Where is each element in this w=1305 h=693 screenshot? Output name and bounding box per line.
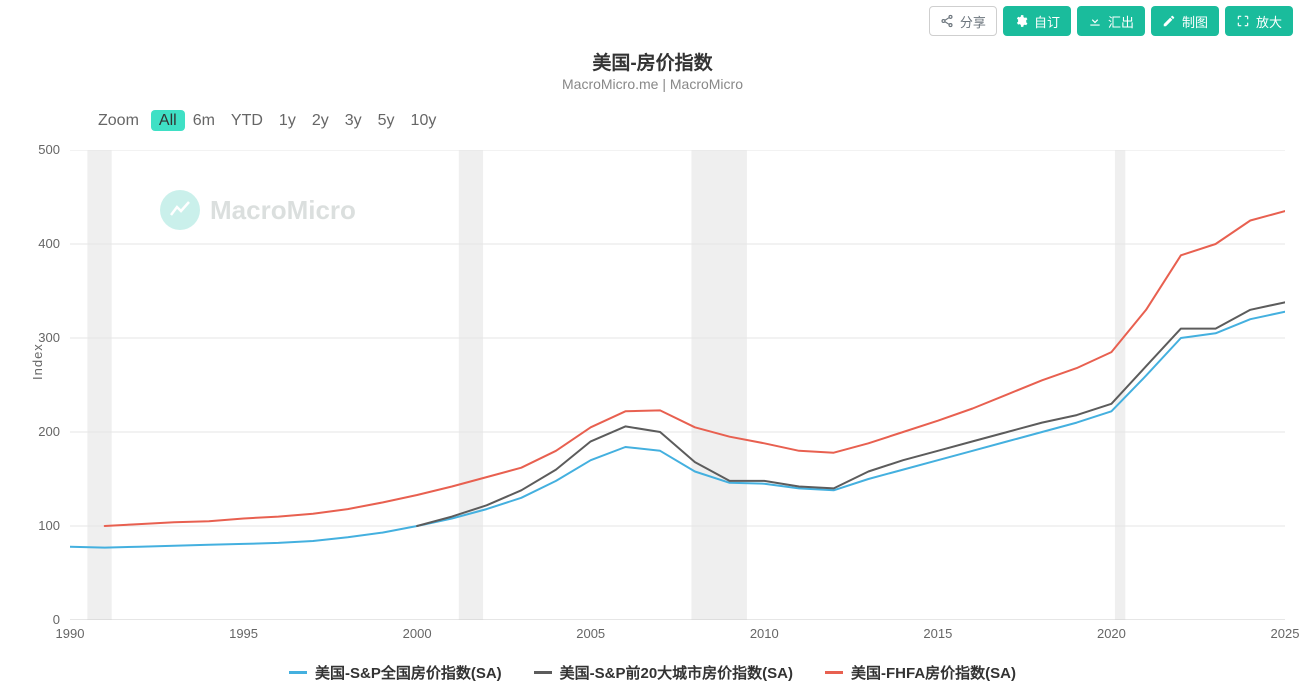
x-tick: 2020: [1097, 626, 1126, 641]
chart-subtitle: MacroMicro.me | MacroMicro: [0, 76, 1305, 92]
expand-icon: [1236, 14, 1250, 28]
legend-label: 美国-S&P全国房价指数(SA): [315, 662, 502, 683]
legend-swatch: [289, 671, 307, 674]
x-tick: 2025: [1271, 626, 1300, 641]
x-tick: 1990: [56, 626, 85, 641]
y-tick: 400: [38, 236, 60, 251]
y-tick: 500: [38, 142, 60, 157]
gear-icon: [1014, 14, 1028, 28]
series-sp_20city[interactable]: [417, 302, 1285, 526]
zoom-option-1y[interactable]: 1y: [271, 110, 304, 131]
chart-plot[interactable]: [70, 150, 1285, 620]
legend-item-fhfa[interactable]: 美国-FHFA房价指数(SA): [825, 662, 1016, 683]
draw-button[interactable]: 制图: [1151, 6, 1219, 36]
zoom-option-2y[interactable]: 2y: [304, 110, 337, 131]
x-tick: 2010: [750, 626, 779, 641]
zoom-option-3y[interactable]: 3y: [337, 110, 370, 131]
x-tick: 2000: [403, 626, 432, 641]
y-tick: 0: [53, 612, 60, 627]
legend-label: 美国-S&P前20大城市房价指数(SA): [560, 662, 793, 683]
customize-label: 自订: [1034, 12, 1060, 31]
export-button[interactable]: 汇出: [1077, 6, 1145, 36]
legend: 美国-S&P全国房价指数(SA) 美国-S&P前20大城市房价指数(SA) 美国-F…: [0, 662, 1305, 683]
zoom-option-6m[interactable]: 6m: [185, 110, 223, 131]
x-tick: 2005: [576, 626, 605, 641]
share-label: 分享: [960, 12, 986, 31]
x-tick: 2015: [923, 626, 952, 641]
legend-swatch: [825, 671, 843, 674]
draw-label: 制图: [1182, 12, 1208, 31]
zoom-option-all[interactable]: All: [151, 110, 185, 131]
y-tick: 100: [38, 518, 60, 533]
share-button[interactable]: 分享: [929, 6, 997, 36]
zoom-controls: Zoom All6mYTD1y2y3y5y10y: [98, 112, 444, 130]
expand-button[interactable]: 放大: [1225, 6, 1293, 36]
chart-title: 美国-房价指数: [0, 48, 1305, 75]
toolbar: 分享 自订 汇出 制图 放大: [929, 6, 1293, 36]
share-icon: [940, 14, 954, 28]
y-tick: 200: [38, 424, 60, 439]
legend-swatch: [534, 671, 552, 674]
zoom-option-ytd[interactable]: YTD: [223, 110, 271, 131]
series-sp_national[interactable]: [70, 312, 1285, 548]
pencil-icon: [1162, 14, 1176, 28]
legend-item-sp_national[interactable]: 美国-S&P全国房价指数(SA): [289, 662, 502, 683]
x-tick: 1995: [229, 626, 258, 641]
customize-button[interactable]: 自订: [1003, 6, 1071, 36]
legend-item-sp_20city[interactable]: 美国-S&P前20大城市房价指数(SA): [534, 662, 793, 683]
expand-label: 放大: [1256, 12, 1282, 31]
y-tick: 300: [38, 330, 60, 345]
download-icon: [1088, 14, 1102, 28]
zoom-option-5y[interactable]: 5y: [370, 110, 403, 131]
y-axis-label: Index: [30, 343, 45, 380]
zoom-label: Zoom: [98, 112, 139, 130]
export-label: 汇出: [1108, 12, 1134, 31]
legend-label: 美国-FHFA房价指数(SA): [851, 662, 1016, 683]
zoom-option-10y[interactable]: 10y: [403, 110, 445, 131]
